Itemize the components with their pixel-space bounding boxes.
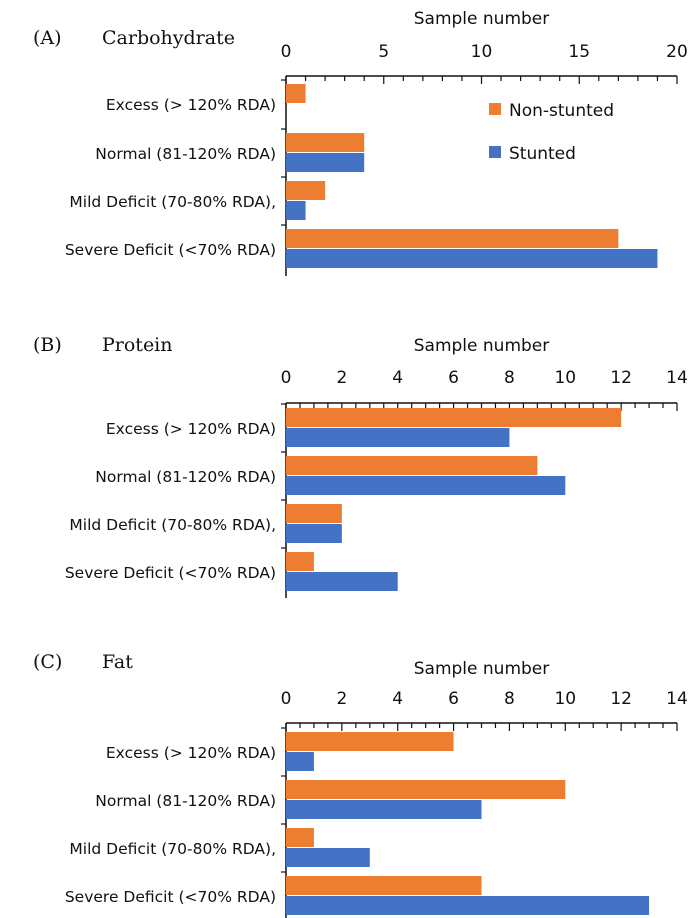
x-tick-label: 14	[666, 368, 688, 388]
x-tick-label: 4	[392, 689, 403, 709]
bar-non-stunted	[286, 552, 314, 571]
panel-title: Carbohydrate	[102, 27, 235, 49]
bar-stunted	[286, 201, 306, 220]
x-axis-title: Sample number	[414, 336, 550, 356]
panel-title: Fat	[102, 651, 133, 673]
x-tick-label: 14	[666, 689, 688, 709]
legend-swatch-non-stunted	[489, 103, 501, 115]
bar-stunted	[286, 896, 650, 915]
bar-non-stunted	[286, 408, 622, 427]
x-tick-label: 6	[448, 368, 459, 388]
bar-stunted	[286, 428, 510, 447]
bar-stunted	[286, 752, 314, 771]
x-tick-label: 6	[448, 689, 459, 709]
bar-stunted	[286, 153, 365, 172]
chart-panel-a: (A) Carbohydrate Sample number 0 5 10 15 20 Exce…	[33, 9, 688, 276]
category-label: Mild Deficit (70-80% RDA),	[69, 193, 276, 211]
category-label: Excess (> 120% RDA)	[106, 420, 276, 438]
x-axis-title: Sample number	[414, 9, 550, 29]
category-label: Mild Deficit (70-80% RDA),	[69, 840, 276, 858]
bar-stunted	[286, 848, 370, 867]
x-tick-label: 15	[568, 42, 590, 62]
bar-non-stunted	[286, 504, 342, 523]
bar-non-stunted	[286, 133, 365, 152]
category-label: Mild Deficit (70-80% RDA),	[69, 516, 276, 534]
panel-title: Protein	[102, 334, 173, 356]
bar-stunted	[286, 476, 566, 495]
category-label: Severe Deficit (<70% RDA)	[65, 888, 276, 906]
x-tick-label: 20	[666, 42, 688, 62]
x-tick-label: 10	[471, 42, 493, 62]
bar-non-stunted	[286, 229, 619, 248]
category-label: Severe Deficit (<70% RDA)	[65, 241, 276, 259]
x-tick-label: 5	[378, 42, 389, 62]
x-tick-label: 4	[392, 368, 403, 388]
legend-label-stunted: Stunted	[509, 144, 576, 164]
bar-non-stunted	[286, 84, 306, 103]
bar-non-stunted	[286, 828, 314, 847]
x-tick-label: 12	[610, 689, 632, 709]
x-tick-label: 2	[336, 689, 347, 709]
bar-non-stunted	[286, 181, 326, 200]
x-axis-title: Sample number	[414, 659, 550, 679]
bar-stunted	[286, 572, 398, 591]
x-tick-label: 0	[281, 42, 292, 62]
chart-panel-b: (B) Protein Sample number 0 2 4 6 8 10 12 14 Excess…	[33, 334, 688, 598]
panel-tag: (A)	[33, 27, 62, 49]
bar-stunted	[286, 800, 482, 819]
x-tick-label: 12	[610, 368, 632, 388]
x-tick-label: 0	[281, 368, 292, 388]
category-label: Normal (81-120% RDA)	[95, 468, 276, 486]
bar-non-stunted	[286, 456, 538, 475]
category-label: Excess (> 120% RDA)	[106, 744, 276, 762]
category-label: Normal (81-120% RDA)	[95, 145, 276, 163]
bar-non-stunted	[286, 876, 482, 895]
chart-panel-c: (C) Fat Sample number 0 2 4 6 8 10 12 14 Excess (> …	[33, 651, 688, 918]
bar-stunted	[286, 249, 658, 268]
panel-tag: (B)	[33, 334, 62, 356]
legend-label-non-stunted: Non-stunted	[509, 101, 614, 121]
category-label: Severe Deficit (<70% RDA)	[65, 564, 276, 582]
bar-non-stunted	[286, 732, 454, 751]
x-tick-label: 0	[281, 689, 292, 709]
x-tick-label: 10	[554, 368, 576, 388]
category-label: Normal (81-120% RDA)	[95, 792, 276, 810]
x-tick-label: 10	[554, 689, 576, 709]
bar-stunted	[286, 524, 342, 543]
x-tick-label: 8	[504, 689, 515, 709]
bar-non-stunted	[286, 780, 566, 799]
legend: Non-stunted Stunted	[489, 101, 614, 164]
category-label: Excess (> 120% RDA)	[106, 96, 276, 114]
legend-swatch-stunted	[489, 146, 501, 158]
x-tick-label: 2	[336, 368, 347, 388]
panel-tag: (C)	[33, 651, 62, 673]
x-tick-label: 8	[504, 368, 515, 388]
